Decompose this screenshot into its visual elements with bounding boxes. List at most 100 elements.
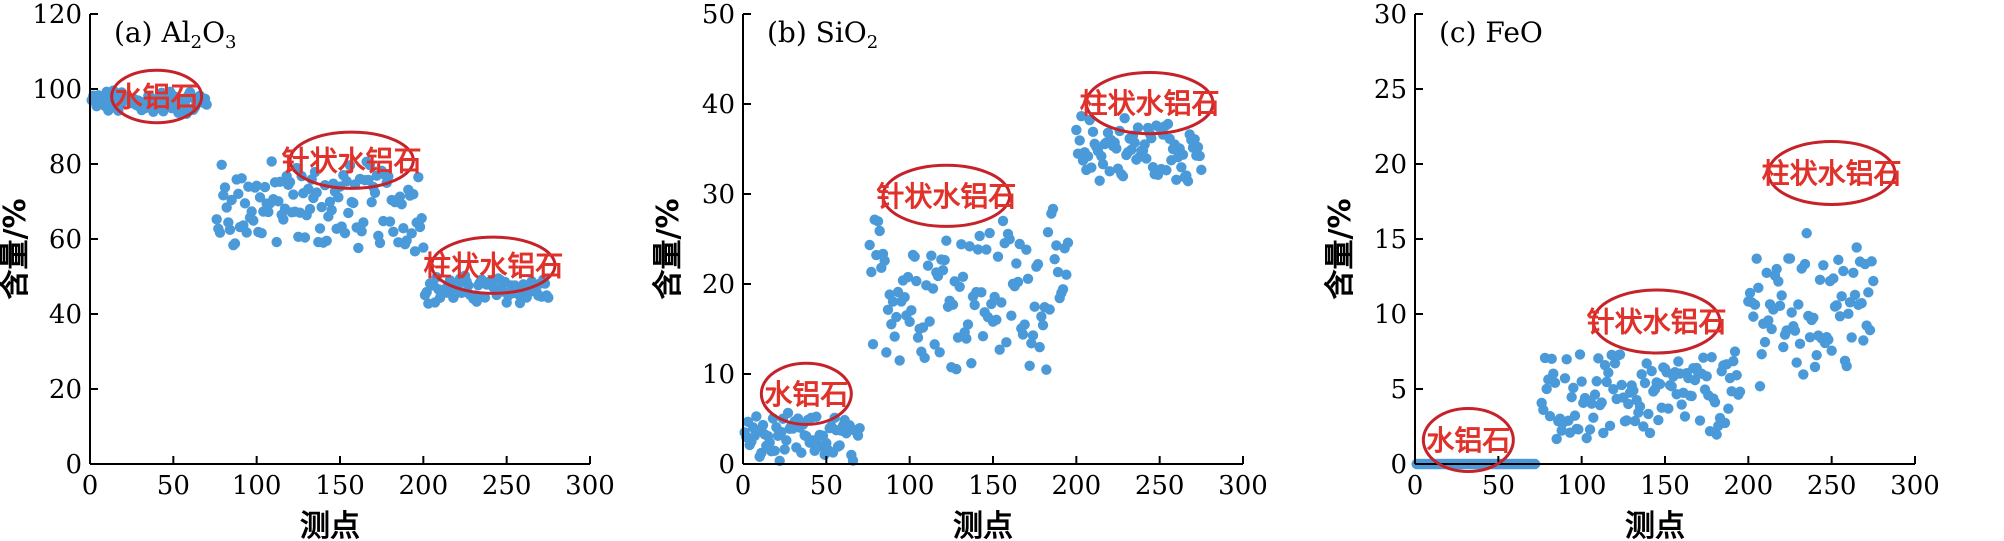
data-point bbox=[977, 330, 989, 342]
data-point bbox=[1573, 424, 1584, 435]
data-point bbox=[463, 280, 474, 291]
annotation-ellipse bbox=[759, 361, 853, 426]
data-point bbox=[974, 230, 985, 242]
y-tick-label: 30 bbox=[702, 180, 735, 210]
data-point bbox=[1586, 398, 1597, 409]
data-point bbox=[902, 271, 914, 283]
data-point bbox=[969, 299, 980, 311]
panel-title: (c) FeO bbox=[1439, 16, 1543, 49]
y-tick-label: 20 bbox=[1374, 150, 1407, 180]
data-point bbox=[1047, 203, 1059, 215]
data-point bbox=[1196, 164, 1207, 176]
data-point bbox=[976, 287, 987, 298]
data-point bbox=[1538, 404, 1549, 416]
data-point bbox=[1601, 376, 1612, 388]
data-point bbox=[1019, 319, 1030, 330]
data-point bbox=[1034, 341, 1045, 353]
data-point bbox=[1679, 411, 1691, 422]
data-point bbox=[927, 283, 939, 294]
data-point bbox=[384, 216, 396, 227]
x-tick-label: 150 bbox=[1640, 471, 1690, 501]
x-tick-label: 50 bbox=[1482, 471, 1515, 501]
data-point bbox=[1052, 266, 1064, 278]
data-point bbox=[1029, 301, 1040, 312]
data-point bbox=[1546, 353, 1557, 365]
annotation-ellipse bbox=[288, 130, 415, 190]
data-point bbox=[1749, 299, 1761, 310]
data-point bbox=[1706, 351, 1717, 363]
data-point bbox=[326, 204, 337, 216]
y-tick-label: 10 bbox=[1374, 300, 1407, 330]
data-point bbox=[344, 160, 356, 171]
data-point bbox=[1731, 370, 1742, 381]
data-point bbox=[246, 206, 257, 217]
x-axis-label: 测点 bbox=[953, 509, 1013, 541]
x-tick-label: 300 bbox=[1218, 471, 1268, 501]
data-point bbox=[776, 426, 787, 438]
data-point bbox=[1814, 274, 1826, 285]
data-point bbox=[879, 255, 890, 266]
chart-panel-2: 0 50 100 150 200 250 300 0 5 10 15 20 25 30 测点 含量/% (c) … bbox=[1323, 0, 1940, 541]
data-point bbox=[934, 347, 945, 358]
data-series bbox=[739, 110, 1207, 467]
data-point bbox=[926, 250, 937, 261]
data-point bbox=[996, 297, 1007, 308]
data-point bbox=[358, 217, 369, 228]
data-point bbox=[781, 435, 792, 446]
data-point bbox=[1808, 312, 1819, 323]
data-point bbox=[1833, 254, 1844, 266]
data-point bbox=[1086, 162, 1097, 173]
x-tick-label: 50 bbox=[810, 471, 843, 501]
y-tick-label: 40 bbox=[702, 90, 735, 120]
y-tick-label: 30 bbox=[1374, 0, 1407, 30]
data-point bbox=[1017, 329, 1029, 340]
data-point bbox=[1566, 391, 1577, 403]
data-point bbox=[1609, 358, 1621, 369]
data-point bbox=[1012, 276, 1024, 288]
data-point bbox=[911, 275, 922, 287]
data-point bbox=[479, 292, 491, 303]
data-point bbox=[369, 187, 381, 199]
annotation-label: 针状水铝石 bbox=[282, 144, 422, 177]
data-point bbox=[1844, 297, 1856, 308]
data-point bbox=[211, 214, 222, 225]
data-point bbox=[1132, 122, 1144, 133]
data-point bbox=[909, 251, 920, 262]
data-point bbox=[218, 190, 229, 201]
data-point bbox=[796, 447, 807, 458]
data-point bbox=[221, 202, 232, 213]
data-point bbox=[962, 319, 974, 330]
data-point bbox=[1639, 377, 1651, 389]
data-point bbox=[1826, 345, 1837, 356]
data-point bbox=[1097, 159, 1109, 170]
data-point bbox=[757, 419, 769, 431]
data-point bbox=[1804, 332, 1816, 343]
data-point bbox=[224, 224, 236, 236]
data-point bbox=[1042, 226, 1054, 238]
data-point bbox=[1556, 425, 1567, 436]
data-point bbox=[1026, 338, 1037, 349]
data-point bbox=[866, 266, 877, 278]
data-point bbox=[1634, 401, 1646, 412]
data-point bbox=[1828, 273, 1839, 284]
data-point bbox=[951, 363, 962, 375]
data-point bbox=[1851, 242, 1862, 253]
data-point bbox=[1841, 360, 1852, 372]
data-point bbox=[1856, 298, 1867, 309]
data-point bbox=[1022, 273, 1034, 284]
data-point bbox=[271, 236, 282, 248]
data-point bbox=[201, 99, 212, 110]
annotation-label: 水铝石 bbox=[764, 378, 848, 411]
y-tick-label: 15 bbox=[1374, 225, 1407, 255]
data-point bbox=[1603, 367, 1614, 378]
x-tick-label: 50 bbox=[157, 471, 190, 501]
data-point bbox=[1868, 275, 1879, 287]
chart-panel-1: 0 50 100 150 200 250 300 0 10 20 30 40 50 测点 含量/% (b) S… bbox=[651, 0, 1268, 541]
data-point bbox=[1751, 253, 1762, 264]
data-point bbox=[303, 183, 314, 195]
data-point bbox=[1728, 356, 1739, 367]
data-point bbox=[1548, 368, 1559, 379]
data-point bbox=[219, 182, 231, 193]
data-point bbox=[961, 333, 972, 344]
